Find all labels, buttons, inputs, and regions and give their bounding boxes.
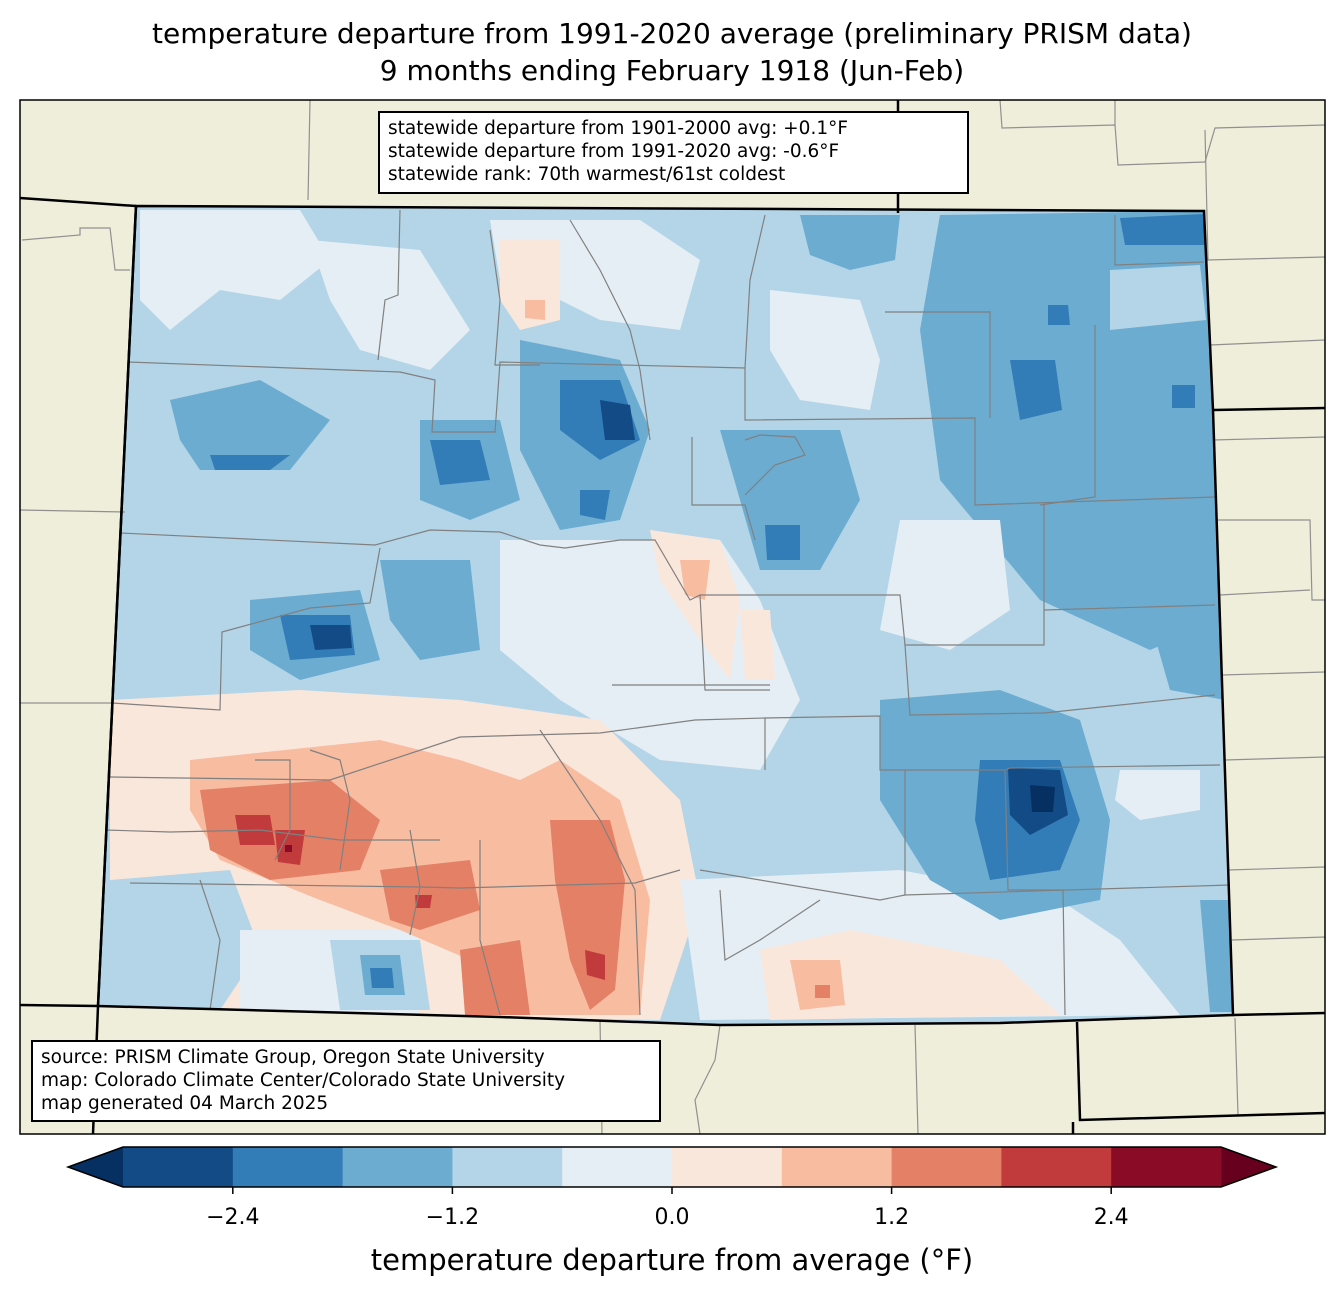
colorbar-segment: [672, 1147, 782, 1187]
colorbar-tick-label: −1.2: [426, 1205, 479, 1230]
field-region: [765, 525, 800, 560]
colorbar-segment: [892, 1147, 1002, 1187]
field-region: [285, 845, 292, 852]
colorbar-tick-label: 0.0: [655, 1205, 690, 1230]
colorbar-segment: [1001, 1147, 1111, 1187]
stats-line-rank: statewide rank: 70th warmest/61st coldes…: [388, 163, 959, 186]
colorbar-label: temperature departure from average (°F): [0, 1243, 1344, 1277]
field-region: [600, 400, 635, 440]
colorbar-segment: [452, 1147, 562, 1187]
colorbar-tick-label: 1.2: [874, 1205, 909, 1230]
field-region: [1120, 214, 1204, 245]
field-region: [310, 625, 352, 650]
statewide-stats-box: statewide departure from 1901-2000 avg: …: [378, 111, 969, 194]
stats-line-1991-2020: statewide departure from 1991-2020 avg: …: [388, 140, 959, 163]
colorbar-under-arrow: [68, 1147, 123, 1187]
temperature-field: [90, 200, 1240, 1030]
field-region: [460, 940, 530, 1015]
field-region: [430, 440, 490, 485]
field-region: [815, 985, 830, 998]
source-line: source: PRISM Climate Group, Oregon Stat…: [41, 1046, 651, 1069]
source-box: source: PRISM Climate Group, Oregon Stat…: [31, 1040, 661, 1122]
colorbar-tick-label: 2.4: [1094, 1205, 1129, 1230]
field-region: [1110, 265, 1206, 330]
stats-line-1901-2000: statewide departure from 1901-2000 avg: …: [388, 117, 959, 140]
colorbar-segment: [343, 1147, 453, 1187]
colorbar-tick-label: −2.4: [206, 1205, 259, 1230]
state-border: [20, 1005, 98, 1006]
generated-date-line: map generated 04 March 2025: [41, 1092, 651, 1115]
field-region: [370, 968, 394, 988]
field-region: [1030, 785, 1055, 812]
colorbar: [68, 1147, 1276, 1194]
colorbar-segment: [233, 1147, 343, 1187]
field-region: [525, 300, 545, 320]
colorbar-over-arrow: [1221, 1147, 1276, 1187]
colorbar-segment: [123, 1147, 233, 1187]
field-region: [1048, 305, 1070, 325]
field-region: [580, 490, 610, 520]
field-region: [740, 610, 775, 680]
field-region: [1172, 385, 1195, 408]
colorbar-segment: [562, 1147, 672, 1187]
colorbar-segment: [1111, 1147, 1221, 1187]
map-credit-line: map: Colorado Climate Center/Colorado St…: [41, 1069, 651, 1092]
colorbar-segment: [782, 1147, 892, 1187]
